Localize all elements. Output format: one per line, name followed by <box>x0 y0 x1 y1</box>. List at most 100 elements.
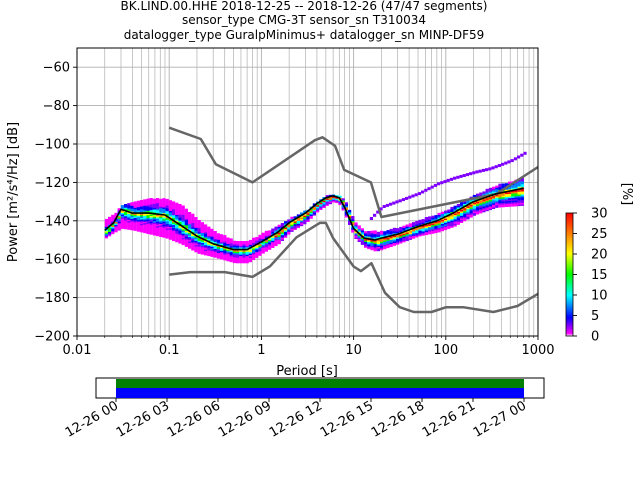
psd-cell <box>447 219 451 222</box>
psd-cell <box>220 254 224 257</box>
psd-cell <box>236 251 240 254</box>
psd-cell <box>146 231 150 234</box>
psd-cell <box>277 224 281 227</box>
psd-cell <box>104 229 108 232</box>
psd-cell <box>159 226 163 229</box>
psd-cell <box>111 232 115 235</box>
psd-cell <box>114 227 118 230</box>
psd-cell <box>143 229 147 232</box>
new-high-noise-model-line <box>168 126 538 219</box>
psd-cell <box>168 208 172 211</box>
psd-cell <box>453 207 457 210</box>
psd-cell <box>434 216 438 219</box>
psd-cell <box>354 226 358 229</box>
psd-cell <box>181 237 185 240</box>
psd-cell <box>239 258 243 261</box>
psd-cell <box>316 204 320 207</box>
psd-cell <box>165 213 169 216</box>
psd-cell <box>162 215 166 218</box>
psd-cell <box>472 204 476 208</box>
x-tick-label: 1 <box>257 343 265 358</box>
psd-cell <box>165 217 169 220</box>
psd-cell <box>239 259 243 262</box>
psd-cell <box>252 257 256 261</box>
psd-cell <box>498 199 502 202</box>
psd-cell <box>274 235 278 238</box>
psd-cell <box>392 240 396 243</box>
psd-cell <box>261 232 265 235</box>
psd-cell <box>517 189 521 192</box>
psd-cell <box>136 209 140 212</box>
psd-cell <box>104 221 108 224</box>
psd-cell <box>386 237 390 240</box>
psd-cell <box>181 241 185 244</box>
psd-cell <box>136 229 140 232</box>
psd-cell <box>469 209 473 212</box>
psd-cell <box>421 232 425 235</box>
psd-cell <box>389 240 393 243</box>
psd-cell <box>408 226 412 229</box>
psd-cell <box>380 232 384 235</box>
psd-cell <box>495 205 499 208</box>
psd-cell <box>271 245 275 248</box>
psd-cell <box>466 205 470 208</box>
psd-cell <box>293 226 297 229</box>
psd-cell <box>239 255 243 258</box>
psd-cell <box>146 204 150 207</box>
psd-cell <box>165 232 169 235</box>
psd-cell <box>143 223 147 226</box>
psd-cell <box>309 212 313 215</box>
psd-cell <box>149 225 153 228</box>
psd-cell <box>277 234 281 237</box>
psd-cell <box>488 197 492 200</box>
psd-cell <box>495 198 499 201</box>
psd-cell <box>181 221 185 224</box>
psd-outlier-cell <box>497 164 501 167</box>
psd-cell <box>344 203 348 206</box>
psd-cell <box>104 220 108 223</box>
psd-cell <box>456 218 460 221</box>
psd-cell <box>207 228 211 231</box>
colorbar-tick-label: 0 <box>591 330 599 345</box>
psd-cell <box>175 205 179 208</box>
psd-cell <box>191 218 195 221</box>
psd-cell <box>175 224 179 227</box>
psd-cell <box>213 254 217 257</box>
psd-cell <box>316 210 320 213</box>
psd-cell <box>428 225 432 228</box>
psd-cell <box>175 222 179 226</box>
psd-cell <box>133 228 137 231</box>
psd-cell <box>149 229 153 232</box>
psd-cell <box>146 217 150 220</box>
psd-cell <box>175 202 179 205</box>
psd-cell <box>319 202 323 205</box>
psd-cell <box>229 245 233 248</box>
psd-cell <box>136 220 140 223</box>
psd-cell <box>389 239 393 242</box>
psd-cell <box>210 244 214 247</box>
psd-cell <box>181 212 185 215</box>
psd-cell <box>482 192 486 195</box>
psd-cell <box>165 204 169 207</box>
psd-cell <box>440 213 444 216</box>
psd-cell <box>392 230 396 233</box>
psd-cell <box>405 233 409 236</box>
psd-cell <box>376 247 380 250</box>
psd-cell <box>191 241 195 244</box>
psd-cell <box>492 186 496 189</box>
psd-cell <box>472 213 476 216</box>
psd-cell <box>495 201 499 204</box>
psd-cell <box>386 243 390 246</box>
psd-cell <box>175 207 179 210</box>
psd-cell <box>300 222 304 225</box>
psd-cell <box>130 226 134 229</box>
psd-cell <box>380 238 384 241</box>
psd-cell <box>469 213 473 217</box>
psd-cell <box>159 210 163 213</box>
psd-cell <box>104 233 108 236</box>
psd-cell <box>191 213 195 216</box>
psd-cell <box>261 242 265 245</box>
psd-cell <box>268 231 272 234</box>
psd-cell <box>204 225 208 228</box>
psd-cell <box>437 228 441 231</box>
